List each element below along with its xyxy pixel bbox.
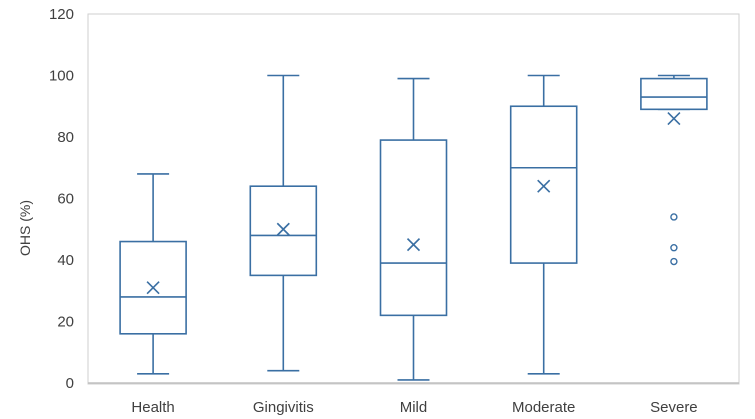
y-tick-label: 80 bbox=[57, 129, 74, 146]
box-group bbox=[250, 76, 316, 371]
x-tick-label: Health bbox=[131, 399, 174, 416]
iqr-box bbox=[250, 186, 316, 275]
y-tick-label: 100 bbox=[49, 68, 74, 85]
y-tick-label: 120 bbox=[49, 6, 74, 23]
y-tick-label: 0 bbox=[66, 375, 74, 392]
box-group bbox=[641, 76, 707, 265]
iqr-box bbox=[511, 106, 577, 263]
x-axis-labels: Health Gingivitis Mild Moderate Severe bbox=[131, 399, 697, 416]
mean-marker bbox=[668, 113, 680, 125]
y-axis-title: OHS (%) bbox=[17, 200, 33, 256]
box-group bbox=[381, 79, 447, 380]
box-series bbox=[120, 76, 707, 380]
y-tick-label: 20 bbox=[57, 314, 74, 331]
x-tick-label: Severe bbox=[650, 399, 698, 416]
outlier-point bbox=[671, 259, 677, 265]
iqr-box bbox=[381, 140, 447, 315]
box-group bbox=[511, 76, 577, 374]
outlier-point bbox=[671, 214, 677, 220]
iqr-box bbox=[641, 79, 707, 110]
y-tick-label: 60 bbox=[57, 191, 74, 208]
box-group bbox=[120, 174, 186, 374]
x-tick-label: Mild bbox=[400, 399, 428, 416]
outlier-point bbox=[671, 245, 677, 251]
x-tick-label: Gingivitis bbox=[253, 399, 314, 416]
y-tick-label: 40 bbox=[57, 252, 74, 269]
x-tick-label: Moderate bbox=[512, 399, 575, 416]
